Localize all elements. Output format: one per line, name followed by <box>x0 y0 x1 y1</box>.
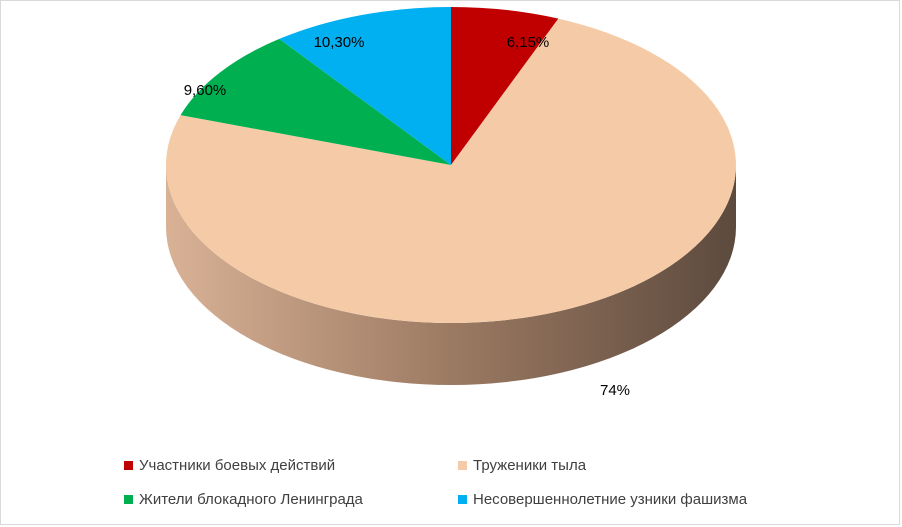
data-label-1: 74% <box>600 382 630 399</box>
pie-slice-0 <box>451 7 559 165</box>
data-label-0: 6,15% <box>507 34 550 51</box>
pie-side-1 <box>166 165 736 385</box>
pie-slice-3 <box>279 7 451 165</box>
data-label-3: 10,30% <box>314 34 365 51</box>
pie-slice-1 <box>165 18 736 323</box>
data-label-2: 9,60% <box>184 82 227 99</box>
pie-slice-2 <box>180 38 451 165</box>
